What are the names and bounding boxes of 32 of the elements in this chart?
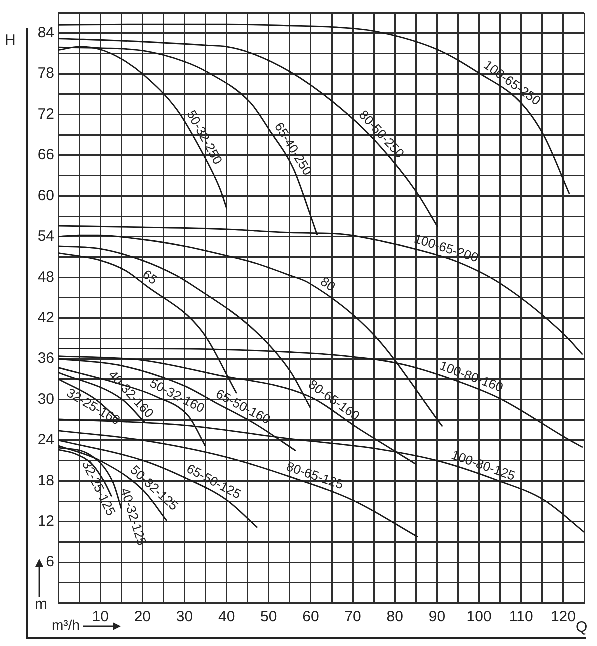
- y-tick-label: 72: [38, 106, 54, 123]
- annotation: 65: [140, 266, 161, 288]
- y-tick-label: 42: [38, 309, 54, 326]
- y-tick-label: 6: [46, 554, 54, 571]
- y-tick-label: 18: [38, 472, 54, 490]
- x-tick-label: 20: [134, 608, 152, 626]
- x-tick-label: 90: [428, 608, 446, 626]
- text: m³/h: [52, 617, 80, 633]
- x-tick-label: 80: [386, 608, 404, 626]
- x-axis-title: Q: [576, 619, 588, 636]
- x-tick-label: 100: [466, 608, 492, 626]
- x-tick-label: 70: [344, 608, 362, 626]
- y-tick-label: 36: [38, 350, 54, 368]
- x-tick-label: 60: [302, 608, 320, 626]
- text: m: [35, 596, 48, 613]
- y-tick-label: 48: [38, 268, 54, 286]
- y-tick-label: 66: [38, 146, 54, 164]
- x-tick-label: 50: [260, 608, 278, 626]
- y-tick-label: 24: [38, 432, 54, 449]
- y-tick-label: 84: [38, 24, 54, 42]
- x-tick-label: 40: [218, 608, 236, 626]
- x-tick-label: 10: [92, 608, 109, 626]
- x-tick-label: 30: [176, 608, 194, 626]
- y-tick-label: 60: [38, 187, 54, 204]
- y-axis-title: H: [5, 32, 16, 49]
- annotation: 80: [318, 274, 338, 294]
- x-tick-label: 110: [509, 608, 534, 626]
- y-tick-label: 30: [38, 390, 54, 408]
- y-tick-label: 78: [38, 65, 54, 82]
- y-tick-label: 12: [38, 513, 54, 530]
- x-tick-label: 120: [550, 608, 576, 626]
- y-tick-label: 54: [38, 228, 54, 246]
